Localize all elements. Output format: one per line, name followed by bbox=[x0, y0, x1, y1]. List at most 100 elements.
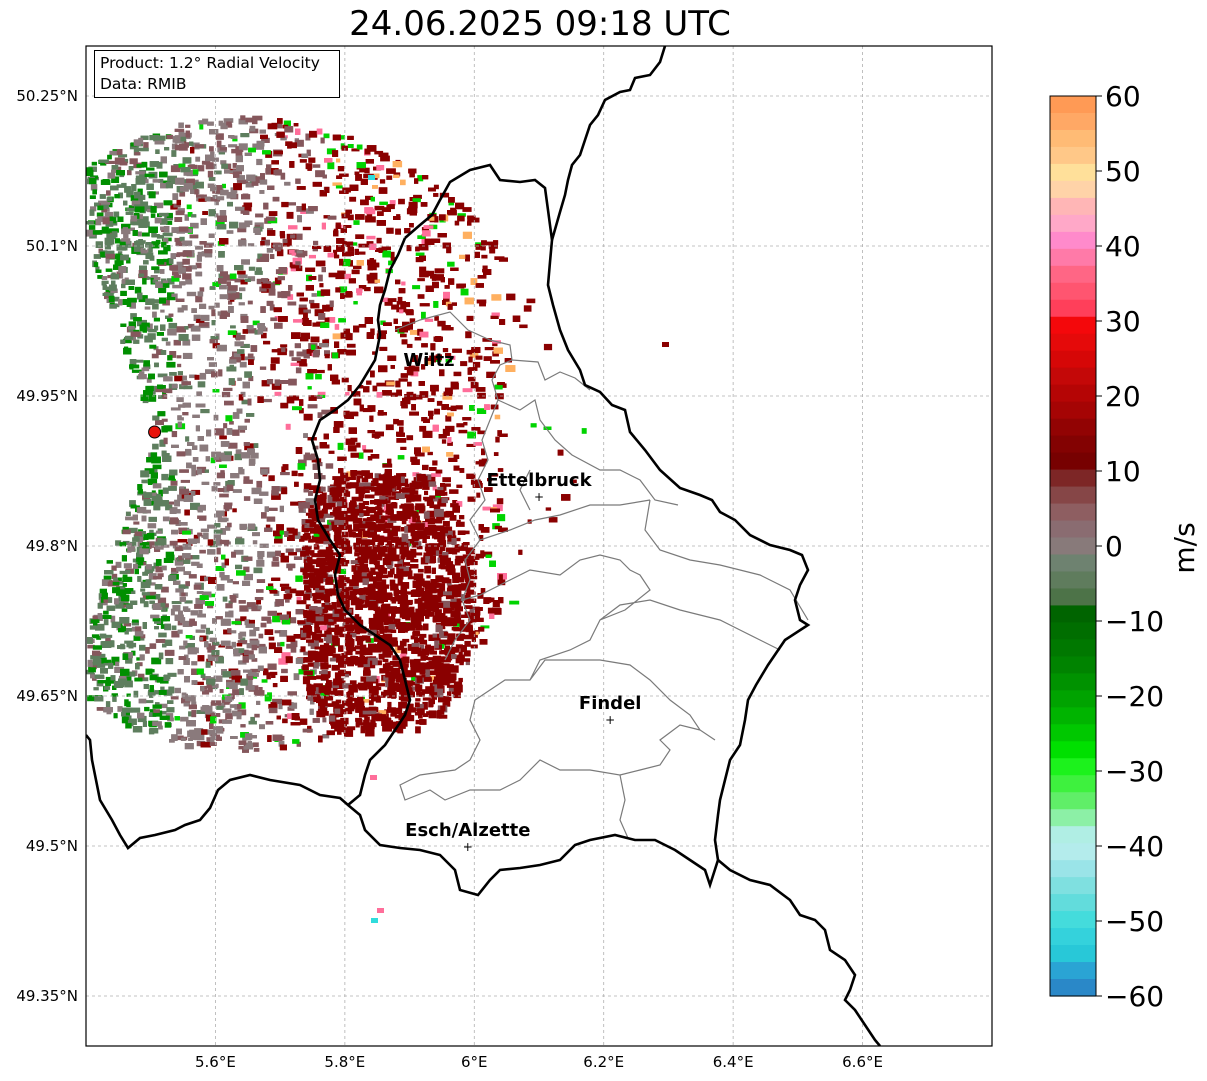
radar-pixel bbox=[355, 234, 365, 239]
radar-pixel bbox=[150, 452, 158, 460]
radar-pixel bbox=[302, 552, 310, 557]
radar-pixel bbox=[333, 421, 344, 428]
radar-pixel bbox=[237, 425, 247, 430]
radar-pixel bbox=[153, 277, 161, 281]
radar-pixel bbox=[303, 413, 313, 421]
radar-pixel bbox=[261, 239, 270, 246]
radar-pixel bbox=[266, 551, 276, 558]
radar-pixel bbox=[386, 227, 394, 234]
radar-pixel bbox=[315, 638, 324, 643]
radar-pixel bbox=[248, 266, 256, 271]
radar-pixel bbox=[400, 446, 407, 450]
radar-pixel bbox=[102, 615, 112, 619]
radar-pixel bbox=[118, 626, 126, 633]
radar-pixel bbox=[432, 460, 438, 466]
radar-pixel bbox=[199, 241, 207, 245]
radar-pixel bbox=[285, 423, 291, 430]
radar-pixel bbox=[195, 597, 205, 605]
radar-pixel bbox=[158, 489, 163, 497]
radar-pixel bbox=[285, 548, 294, 553]
radar-pixel bbox=[156, 135, 166, 141]
radar-pixel bbox=[105, 268, 113, 272]
radar-pixel bbox=[152, 443, 159, 450]
radar-pixel bbox=[433, 495, 441, 500]
radar-pixel bbox=[519, 324, 528, 329]
radar-pixel bbox=[198, 609, 203, 614]
radar-pixel bbox=[94, 202, 100, 207]
radar-pixel bbox=[203, 532, 209, 540]
radar-pixel bbox=[141, 367, 150, 372]
radar-pixel bbox=[486, 371, 496, 378]
radar-pixel bbox=[135, 175, 143, 181]
radar-pixel bbox=[465, 254, 470, 262]
radar-pixel bbox=[221, 163, 228, 169]
radar-pixel bbox=[227, 522, 232, 528]
radar-pixel bbox=[182, 339, 191, 346]
radar-pixel bbox=[341, 377, 349, 383]
radar-pixel bbox=[279, 552, 285, 557]
radar-pixel bbox=[406, 497, 412, 503]
radar-pixel bbox=[238, 660, 247, 665]
radar-pixel bbox=[262, 150, 271, 155]
radar-pixel bbox=[252, 742, 259, 748]
radar-pixel bbox=[274, 322, 283, 329]
radar-pixel bbox=[287, 534, 295, 541]
radar-pixel bbox=[265, 216, 276, 221]
radar-pixel bbox=[154, 299, 163, 304]
radar-pixel bbox=[381, 207, 391, 212]
radar-pixel bbox=[144, 570, 153, 574]
radar-pixel bbox=[243, 202, 253, 208]
radar-pixel bbox=[101, 205, 108, 213]
radar-pixel bbox=[363, 449, 373, 453]
radar-pixel bbox=[494, 256, 505, 260]
radar-pixel bbox=[332, 182, 342, 186]
radar-pixel bbox=[158, 725, 163, 730]
radar-pixel bbox=[220, 640, 231, 646]
radar-pixel bbox=[386, 168, 396, 174]
radar-pixel bbox=[163, 245, 171, 252]
radar-pixel bbox=[111, 280, 116, 288]
radar-pixel bbox=[295, 590, 305, 596]
radar-pixel bbox=[214, 213, 219, 218]
radar-pixel bbox=[351, 269, 360, 275]
radar-pixel bbox=[147, 533, 155, 540]
radar-pixel bbox=[229, 421, 234, 425]
radar-pixel bbox=[162, 516, 170, 522]
radar-pixel bbox=[456, 484, 463, 488]
radar-pixel bbox=[308, 395, 317, 401]
radar-pixel bbox=[192, 647, 199, 654]
radar-pixel bbox=[414, 178, 419, 184]
radar-pixel bbox=[99, 633, 107, 639]
radar-pixel bbox=[382, 463, 393, 468]
radar-pixel bbox=[259, 129, 266, 134]
radar-pixel bbox=[404, 228, 411, 234]
radar-pixel bbox=[115, 661, 120, 667]
radar-pixel bbox=[482, 265, 488, 270]
radar-pixel bbox=[219, 689, 224, 694]
radar-pixel bbox=[278, 658, 288, 665]
radar-pixel bbox=[214, 170, 222, 175]
radar-pixel bbox=[287, 294, 294, 300]
radar-pixel bbox=[93, 254, 101, 259]
radar-pixel bbox=[382, 248, 388, 252]
radar-pixel bbox=[290, 645, 297, 653]
radar-pixel bbox=[147, 323, 153, 330]
radar-pixel bbox=[177, 669, 184, 675]
radar-pixel bbox=[116, 184, 126, 188]
radar-pixel bbox=[130, 313, 137, 320]
radar-pixel bbox=[356, 291, 362, 296]
radar-pixel bbox=[342, 260, 351, 267]
radar-pixel bbox=[385, 424, 394, 431]
radar-pixel bbox=[171, 143, 178, 150]
radar-pixel bbox=[390, 251, 395, 259]
radar-pixel bbox=[220, 441, 230, 447]
radar-pixel bbox=[93, 687, 99, 691]
radar-pixel bbox=[185, 635, 193, 639]
radar-pixel bbox=[320, 475, 326, 480]
radar-pixel bbox=[295, 447, 303, 454]
radar-pixel bbox=[138, 295, 148, 303]
radar-pixel bbox=[478, 535, 484, 541]
radar-pixel bbox=[153, 317, 160, 322]
radar-pixel bbox=[225, 645, 233, 649]
radar-pixel bbox=[277, 121, 283, 129]
